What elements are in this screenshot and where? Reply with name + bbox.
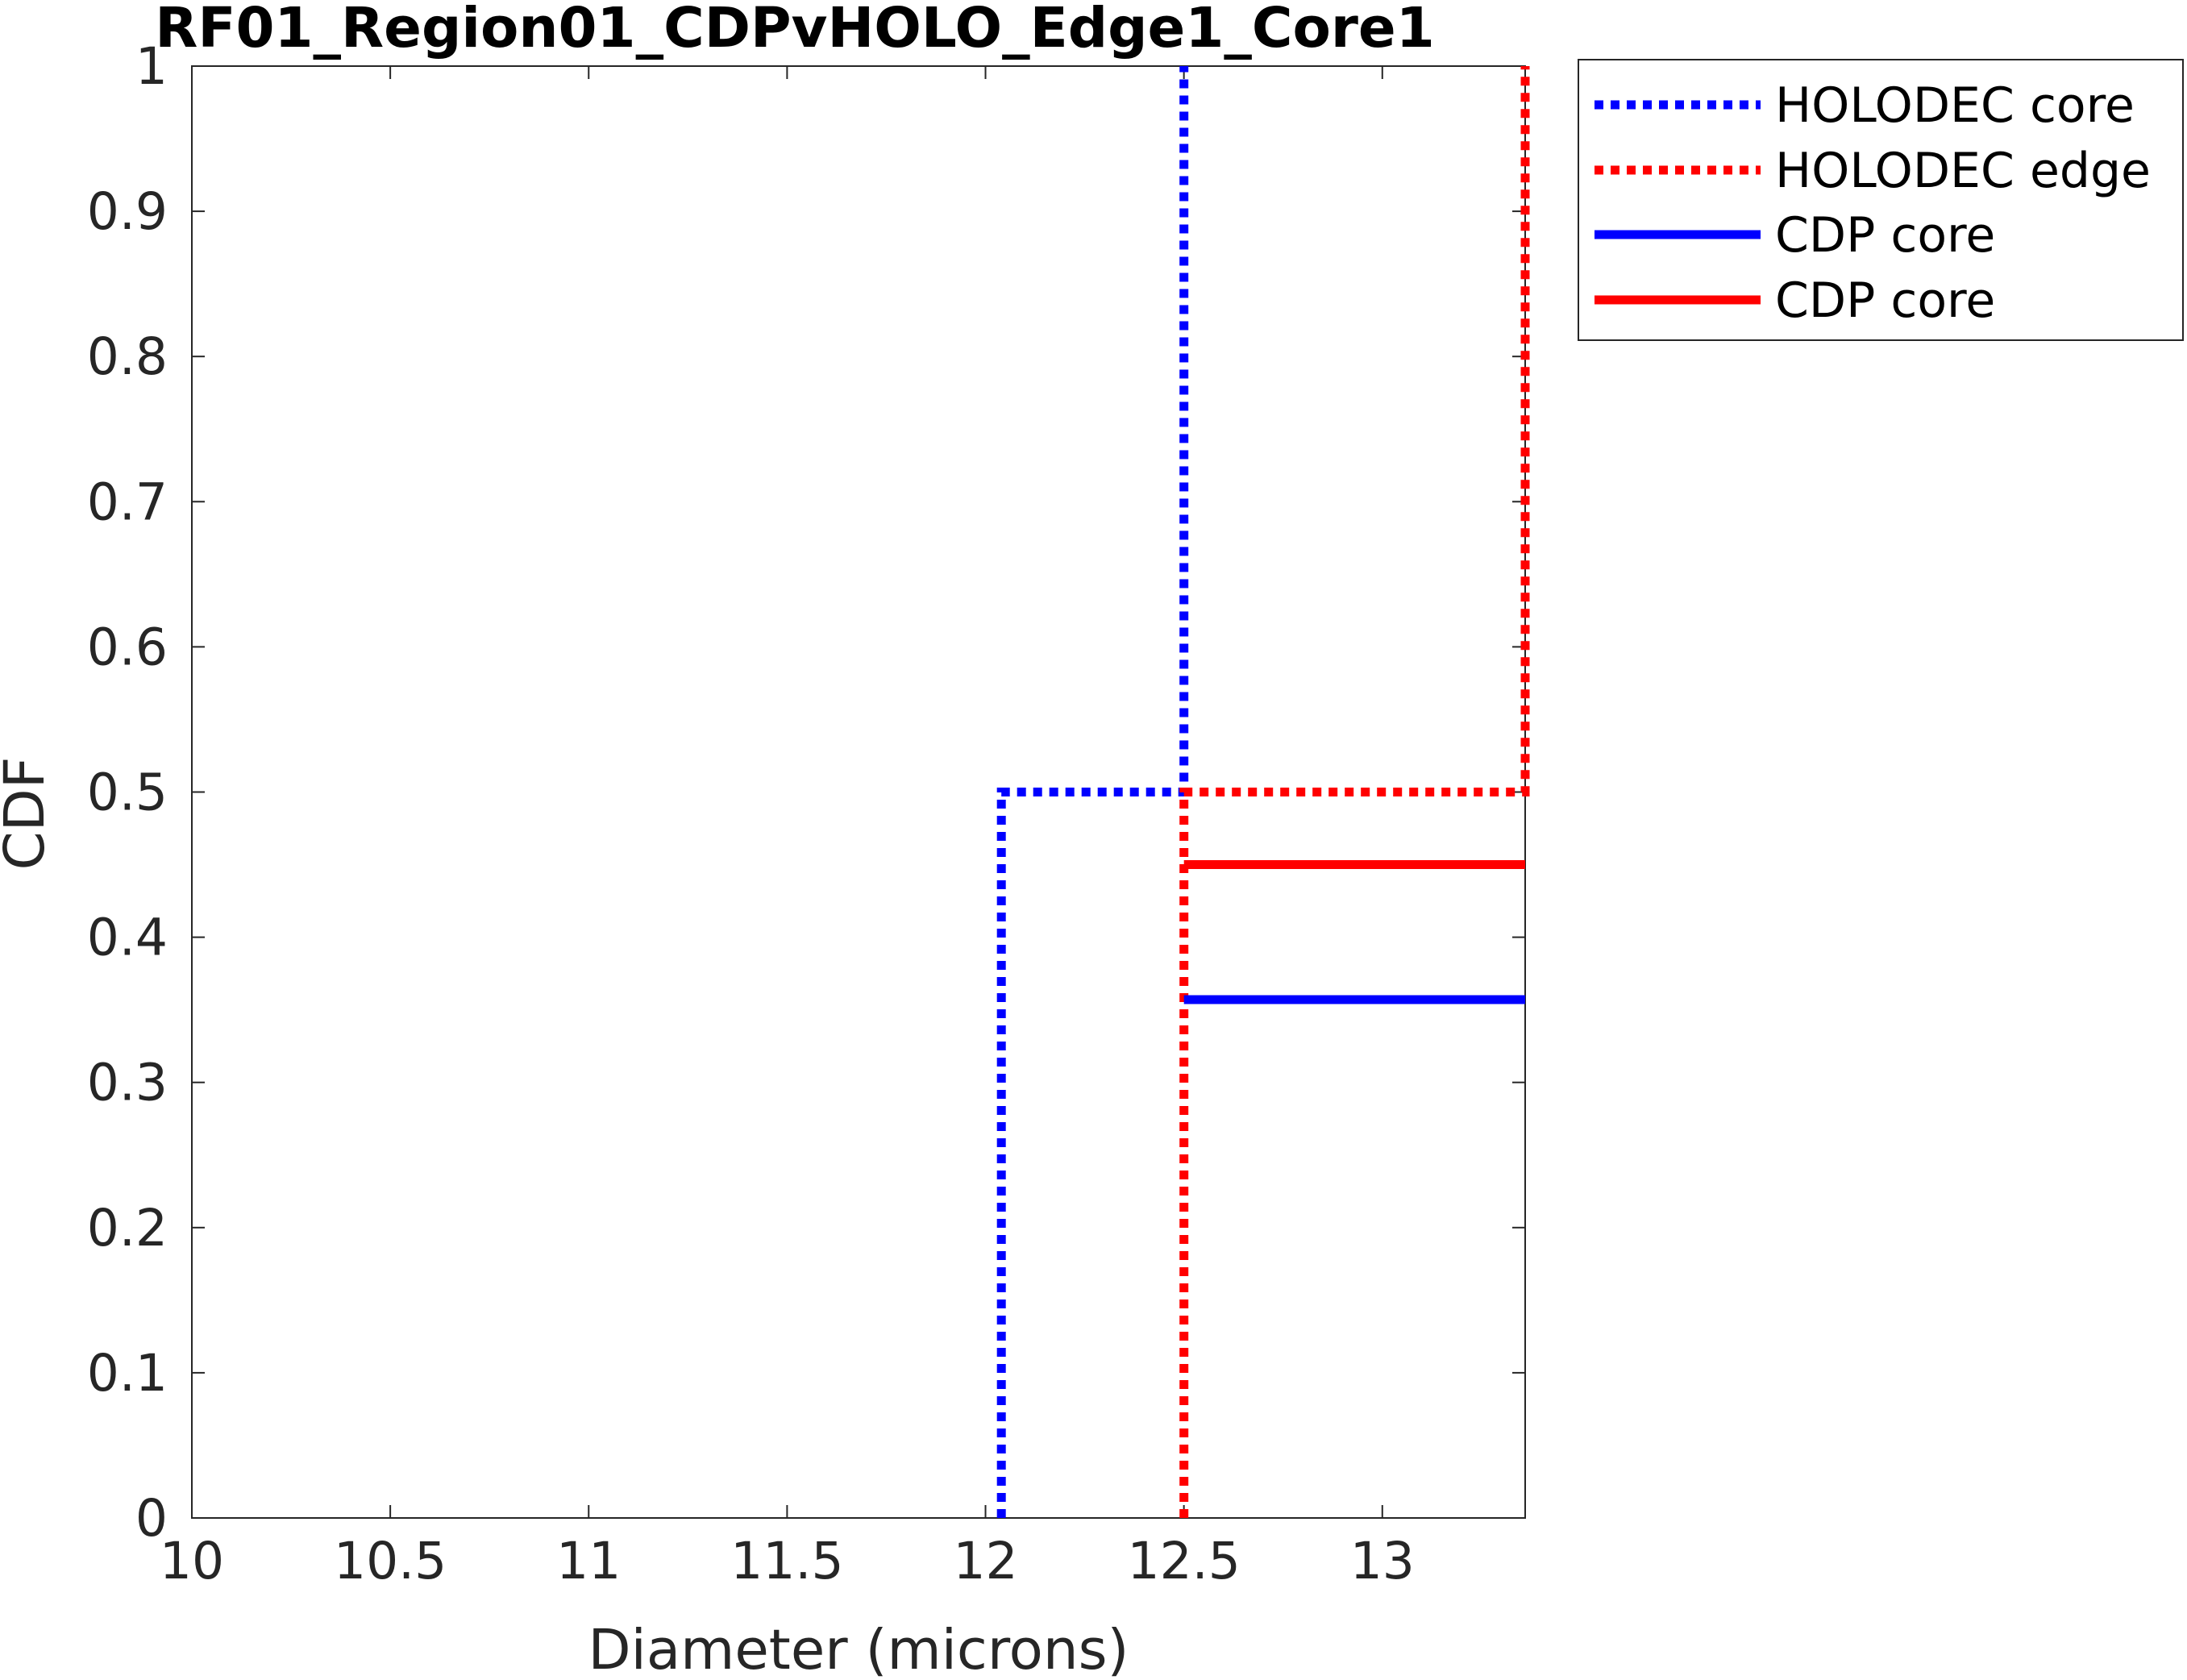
y-tick-label: 0.5 [87,763,168,822]
legend-label: HOLODEC edge [1775,143,2151,199]
x-tick-label: 13 [1350,1532,1415,1591]
y-tick-label: 0.1 [87,1344,168,1403]
legend-label: CDP core [1775,207,1995,264]
x-tick-label: 10.5 [334,1532,447,1591]
x-tick-label: 11 [556,1532,621,1591]
x-tick-label: 12.5 [1128,1532,1241,1591]
plot-area [192,66,1525,1518]
x-tick-label: 12 [953,1532,1017,1591]
y-tick-label: 0.3 [87,1054,168,1112]
y-tick-label: 0.6 [87,618,168,676]
x-tick-label: 10 [160,1532,224,1591]
y-tick-label: 0.2 [87,1199,168,1258]
y-tick-label: 0.9 [87,182,168,241]
chart-title: RF01_Region01_CDPvHOLO_Edge1_Core1 [155,0,1434,60]
y-tick-label: 0.8 [87,327,168,386]
legend: HOLODEC core HOLODEC edge CDP core CDP core [1578,59,2184,341]
y-axis-title: CDF [0,757,57,871]
x-axis-title: Diameter (microns) [588,1618,1129,1680]
y-tick-label: 1 [135,37,168,96]
plot-background [192,66,1525,1518]
series-line-1 [1179,66,1530,1518]
x-tick-label: 11.5 [730,1532,843,1591]
y-tick-label: 0 [135,1489,168,1548]
series-layer [996,66,1530,1518]
legend-label: HOLODEC core [1775,77,2135,134]
legend-label: CDP core [1775,272,1995,329]
axes: 10 10.5 11 11.5 12 12.5 13 0 0.1 0.2 0.3 0.4 0.5 0.6 0… [87,37,1526,1591]
y-tick-label: 0.4 [87,909,168,967]
series-line-0 [996,66,1189,1518]
y-tick-label: 0.7 [87,472,168,531]
